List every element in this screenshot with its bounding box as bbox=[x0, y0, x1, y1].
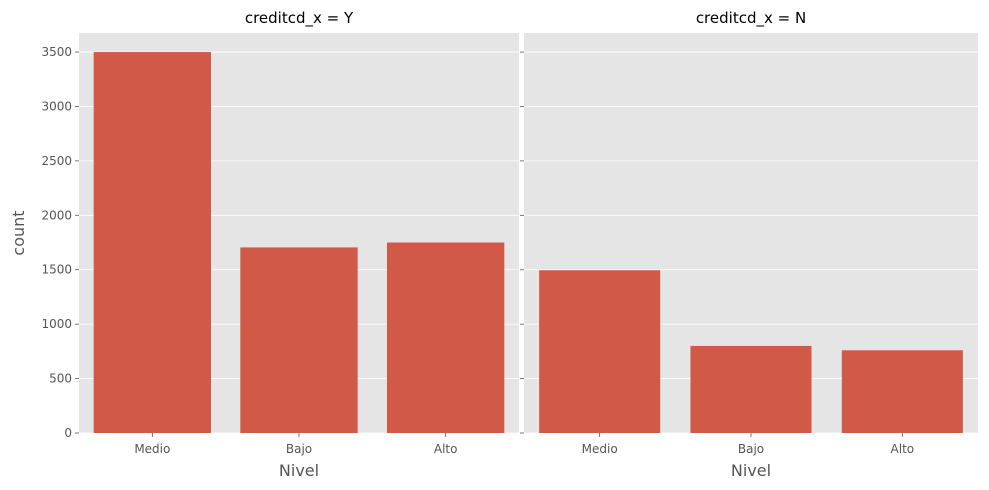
panel-1: 0 500 1000 1500 2000 2500 3000 3500 Medio Bajo Alt… bbox=[41, 9, 519, 480]
y-tick-label: 2500 bbox=[41, 154, 72, 168]
y-tick-label: 500 bbox=[49, 372, 72, 386]
x-tick-label: Alto bbox=[434, 442, 458, 456]
x-tick-label: Bajo bbox=[286, 442, 312, 456]
bar-medio bbox=[539, 270, 661, 433]
bar-medio bbox=[93, 52, 211, 434]
y-tick-label: 3500 bbox=[41, 45, 72, 59]
y-tick-label: 1500 bbox=[41, 263, 72, 277]
y-tick-label: 3000 bbox=[41, 99, 72, 113]
x-tick-label: Bajo bbox=[738, 442, 764, 456]
panel-2: Medio Bajo Alto creditcd_x = N Nivel bbox=[520, 9, 978, 480]
y-tick-label: 2000 bbox=[41, 208, 72, 222]
bar-bajo bbox=[690, 345, 812, 433]
bar-alto bbox=[841, 350, 963, 433]
x-tick-label: Medio bbox=[134, 442, 170, 456]
x-axis-label: Nivel bbox=[731, 461, 771, 480]
y-tick-label: 0 bbox=[64, 426, 72, 440]
panel-title: creditcd_x = N bbox=[696, 9, 806, 28]
x-tick-label: Medio bbox=[582, 442, 618, 456]
x-tick-label: Alto bbox=[891, 442, 915, 456]
y-axis-label: count bbox=[9, 210, 28, 255]
bar-bajo bbox=[240, 247, 358, 433]
panel-title: creditcd_x = Y bbox=[245, 9, 354, 28]
x-axis-label: Nivel bbox=[279, 461, 319, 480]
bar-alto bbox=[387, 242, 505, 433]
y-tick-label: 1000 bbox=[41, 317, 72, 331]
